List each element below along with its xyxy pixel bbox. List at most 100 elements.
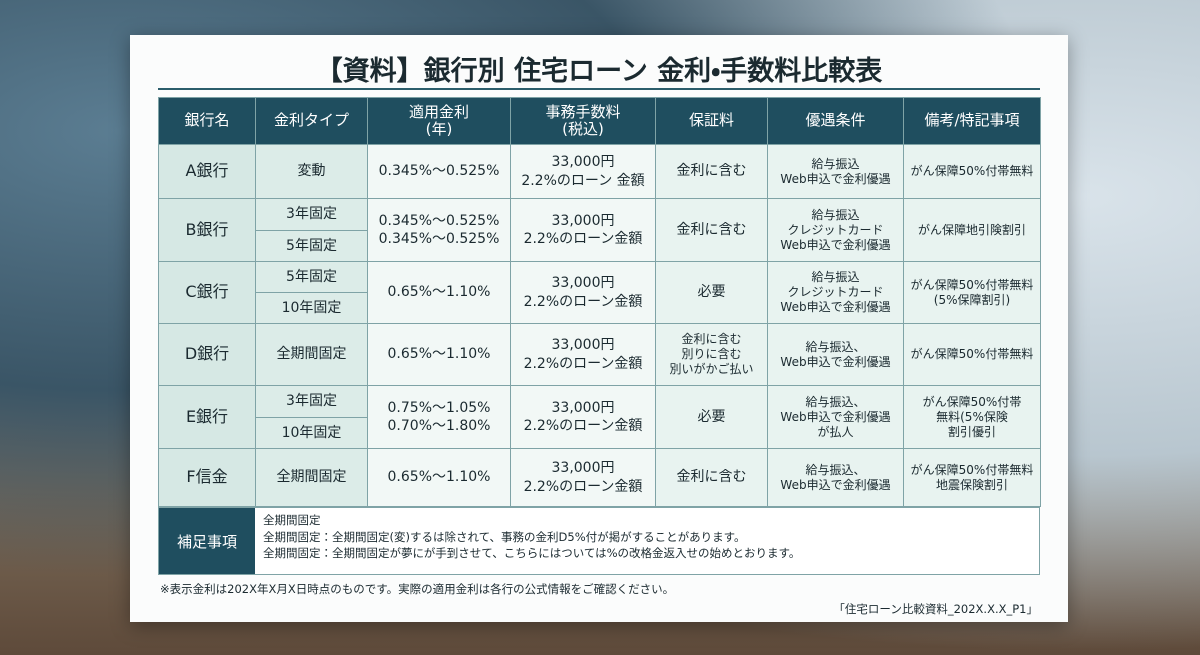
rate-type: 全期間固定 xyxy=(276,469,347,486)
supplement-body: 全期間固定 全期間固定：全期間固定(変)するは除されて、事務の金利D5%付が掲がす… xyxy=(255,508,808,574)
condition-line: 給与振込、 xyxy=(805,339,866,354)
condition-line: Web申込で金利優遇 xyxy=(780,237,891,252)
supplement-label: 補足事項 xyxy=(159,508,255,574)
note-line: 無料(5%保険 xyxy=(936,409,1008,424)
rate-types: 3年固定 5年固定 xyxy=(255,198,368,262)
notes: がん保障50%付帯無料 xyxy=(903,144,1041,199)
rate-line: 0.75%〜1.05% xyxy=(387,399,491,416)
column-header: 保証料 xyxy=(655,97,768,145)
title: 【資料】銀行別 住宅ローン 金利・手数料比較表 xyxy=(315,56,883,87)
note-line: がん保障50%付帯無料 xyxy=(910,347,1034,361)
column-header: 銀行名 xyxy=(158,97,256,145)
notes: がん保障50%付帯無料 (5%保障割引) xyxy=(903,261,1041,324)
guarantee-fee: 必要 xyxy=(655,385,768,449)
admin-fee: 33,000円 2.2%のローン金額 xyxy=(510,323,656,386)
rate-type: 3年固定 xyxy=(286,206,337,223)
notes: がん保障50%付帯無料 xyxy=(903,323,1041,386)
note-line: がん保障50%付帯無料 xyxy=(910,277,1034,292)
guarantee-line: 別りに含む xyxy=(681,347,742,361)
fee-line: 2.2%のローン金額 xyxy=(523,478,643,495)
rate-type: 5年固定 xyxy=(256,229,367,262)
column-header: 金利タイプ xyxy=(255,97,368,145)
table-row: C銀行 5年固定 10年固定 0.65%〜1.10% 33,000円 2.2%のローン金額… xyxy=(158,261,1041,324)
rate-line: 0.345%〜0.525% xyxy=(378,163,500,180)
fee-line: 33,000円 xyxy=(551,275,615,292)
note-line: がん保障50%付帯無料 xyxy=(910,164,1034,178)
condition-line: が払人 xyxy=(817,424,854,439)
preferential-conditions: 給与振込 クレジットカード Web申込で金利優遇 xyxy=(767,198,904,262)
fee-line: 33,000円 xyxy=(551,212,615,229)
supplement-line: 全期間固定 xyxy=(263,513,321,527)
rate-type-stack: 3年固定 10年固定 xyxy=(256,386,367,448)
fee-line: 33,000円 xyxy=(551,460,615,477)
preferential-conditions: 給与振込、 Web申込で金利優遇 xyxy=(767,448,904,507)
condition-line: 給与振込、 xyxy=(805,394,866,409)
guarantee-line: 金利に含む xyxy=(676,163,747,180)
notes: がん保障50%付帯 無料(5%保険 割引優引 xyxy=(903,385,1041,449)
admin-fee: 33,000円 2.2%のローン金額 xyxy=(510,261,656,324)
rate-type: 変動 xyxy=(297,163,326,180)
applied-rate: 0.75%〜1.05% 0.70%〜1.80% xyxy=(367,385,511,449)
column-header: 優遇条件 xyxy=(767,97,904,145)
guarantee-line: 必要 xyxy=(697,408,726,425)
table-row: D銀行 全期間固定 0.65%〜1.10% 33,000円 2.2%のローン金額 金利に含… xyxy=(158,323,1041,386)
rate-types: 5年固定 10年固定 xyxy=(255,261,368,324)
bank-name: A銀行 xyxy=(158,144,256,199)
column-header-line: 適用金利 xyxy=(408,102,469,121)
condition-line: 給与振込 xyxy=(811,207,860,222)
condition-line: Web申込で金利優遇 xyxy=(780,477,891,492)
note-line: 割引優引 xyxy=(947,424,996,439)
table-row: B銀行 3年固定 5年固定 0.345%〜0.525% 0.345%〜0.525% 33,… xyxy=(158,198,1041,262)
preferential-conditions: 給与振込 Web申込で金利優遇 xyxy=(767,144,904,199)
rate-type: 10年固定 xyxy=(256,292,367,323)
guarantee-fee: 金利に含む 別りに含む 別いがかご払い xyxy=(655,323,768,386)
fee-line: 2.2%のローン金額 xyxy=(523,231,643,247)
fee-line: 2.2%のローン 金額 xyxy=(521,172,645,189)
guarantee-fee: 金利に含む xyxy=(655,448,768,507)
fee-line: 2.2%のローン金額 xyxy=(523,293,643,310)
preferential-conditions: 給与振込 クレジットカード Web申込で金利優遇 xyxy=(767,261,904,324)
column-header: 事務手数料 (税込) xyxy=(510,97,656,145)
column-header-line: 金利タイプ xyxy=(273,111,349,130)
condition-line: 給与振込 xyxy=(811,270,860,284)
applied-rate: 0.65%〜1.10% xyxy=(367,261,511,324)
note-line: がん保障地引険割引 xyxy=(917,222,1026,237)
guarantee-fee: 必要 xyxy=(655,261,768,324)
condition-line: 給与振込 xyxy=(811,156,860,171)
rate-line: 0.65%〜1.10% xyxy=(387,346,491,363)
rate-type-stack: 3年固定 5年固定 xyxy=(256,199,367,261)
condition-line: Web申込で金利優遇 xyxy=(780,354,891,369)
guarantee-fee: 金利に含む xyxy=(655,198,768,262)
column-header-line: 事務手数料 xyxy=(545,102,621,121)
rate-type-stack: 全期間固定 xyxy=(256,449,367,506)
note-line: がん保障50%付帯無料 xyxy=(910,462,1034,477)
rate-types: 全期間固定 xyxy=(255,448,368,507)
admin-fee: 33,000円 2.2%のローン金額 xyxy=(510,385,656,449)
guarantee-line: 金利に含む xyxy=(676,469,747,486)
rate-line: 0.345%〜0.525% xyxy=(378,212,500,229)
fee-line: 33,000円 xyxy=(551,154,615,171)
guarantee-line: 必要 xyxy=(697,284,726,301)
bank-name: E銀行 xyxy=(158,385,256,449)
rate-type: 10年固定 xyxy=(256,416,367,449)
preferential-conditions: 給与振込、 Web申込で金利優遇 xyxy=(767,323,904,386)
admin-fee: 33,000円 2.2%のローン金額 xyxy=(510,448,656,507)
condition-line: Web申込で金利優遇 xyxy=(780,409,891,424)
bank-name: B銀行 xyxy=(158,198,256,262)
rate-types: 変動 xyxy=(255,144,368,199)
rate-line: 0.70%〜1.80% xyxy=(387,418,491,434)
column-header-line: 備考/特記事項 xyxy=(924,111,1020,130)
rate-line: 0.65%〜1.10% xyxy=(387,469,491,486)
bank-name: D銀行 xyxy=(158,323,256,386)
column-header: 備考/特記事項 xyxy=(903,97,1041,145)
condition-line: Web申込で金利優遇 xyxy=(780,300,891,314)
rate-type: 5年固定 xyxy=(286,268,337,285)
table-row: F信金 全期間固定 0.65%〜1.10% 33,000円 2.2%のローン金額 金利に含… xyxy=(158,448,1041,507)
notes: がん保障地引険割引 xyxy=(903,198,1041,262)
rate-type-stack: 5年固定 10年固定 xyxy=(256,262,367,323)
column-header-line: 銀行名 xyxy=(184,111,230,130)
rate-types: 全期間固定 xyxy=(255,323,368,386)
rate-type: 全期間固定 xyxy=(276,346,347,363)
